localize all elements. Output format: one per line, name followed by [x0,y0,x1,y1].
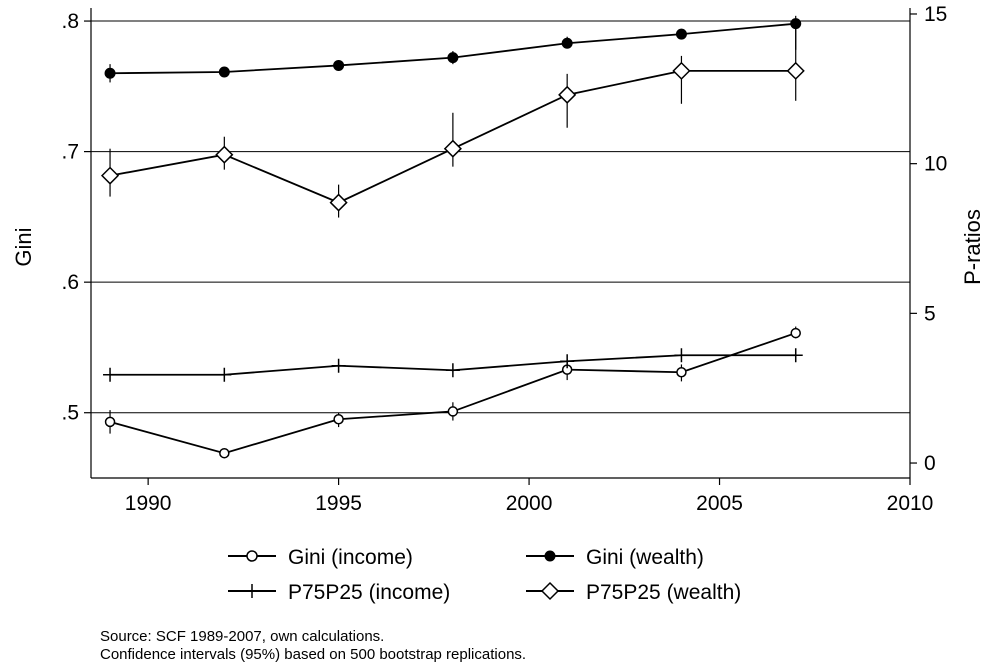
point-gini-wealth-2 [334,60,344,70]
point-gini-income-6 [791,329,800,338]
point-p75p25-income-1 [217,368,231,382]
gridlines [91,21,910,413]
y-left-tick-label-1: .6 [61,271,79,294]
point-p75p25-wealth-4 [559,87,575,103]
point-p75p25-wealth-3 [445,141,461,157]
legend-marker-gini-wealth [545,551,555,561]
point-p75p25-income-2 [332,359,346,373]
point-p75p25-income-5 [674,348,688,362]
point-p75p25-income-4 [560,354,574,368]
point-p75p25-wealth-1 [216,147,232,163]
point-gini-income-5 [677,368,686,377]
point-p75p25-wealth-6 [788,63,804,79]
x-tick-label-3: 2005 [696,492,743,515]
y-right-tick-label-0: 0 [924,452,936,475]
point-gini-income-2 [334,415,343,424]
ci-note: Confidence intervals (95%) based on 500 … [100,646,526,663]
point-gini-wealth-3 [448,53,458,63]
legend-marker-p75p25-income [245,584,259,598]
y-left-tick-label-0: .5 [61,402,79,425]
series-lines [110,24,796,454]
point-gini-income-3 [448,407,457,416]
x-tick-label-0: 1990 [125,492,172,515]
y-left-tick-label-2: .7 [61,141,79,164]
point-p75p25-wealth-5 [673,63,689,79]
point-p75p25-income-0 [103,368,117,382]
legend-marker-gini-income [247,551,257,561]
y-axis-left-title: Gini [11,227,36,266]
legend: Gini (income) Gini (wealth) P75P25 (inco… [228,546,741,604]
point-p75p25-wealth-0 [102,168,118,184]
point-p75p25-wealth-2 [331,195,347,211]
point-gini-income-1 [220,449,229,458]
point-gini-wealth-0 [105,68,115,78]
legend-label-gini-income: Gini (income) [288,546,413,569]
x-tick-label-1: 1995 [315,492,362,515]
y-right-tick-label-2: 10 [924,153,947,176]
point-gini-income-0 [106,417,115,426]
x-tick-label-4: 2010 [887,492,934,515]
point-gini-wealth-4 [562,38,572,48]
point-gini-wealth-6 [791,19,801,29]
line-gini-wealth [110,24,796,74]
y-right-tick-label-3: 15 [924,3,947,26]
legend-label-gini-wealth: Gini (wealth) [586,546,704,569]
line-gini-income [110,333,796,453]
series-markers [102,19,804,458]
x-tick-label-2: 2000 [506,492,553,515]
source-note: Source: SCF 1989-2007, own calculations. [100,628,384,645]
point-p75p25-income-3 [446,363,460,377]
point-gini-wealth-5 [676,29,686,39]
point-gini-wealth-1 [219,67,229,77]
confidence-intervals [110,16,796,456]
legend-label-p75p25-income: P75P25 (income) [288,581,450,604]
y-right-tick-label-1: 5 [924,302,936,325]
legend-label-p75p25-wealth: P75P25 (wealth) [586,581,741,604]
y-left-tick-label-3: .8 [61,10,79,33]
legend-marker-p75p25-wealth [542,583,558,599]
y-axis-right-title: P-ratios [960,209,985,285]
axes: .5 .6 .7 .8 0 5 10 15 1990 1995 2000 2005 2010 [61,3,947,515]
point-p75p25-income-6 [789,348,803,362]
